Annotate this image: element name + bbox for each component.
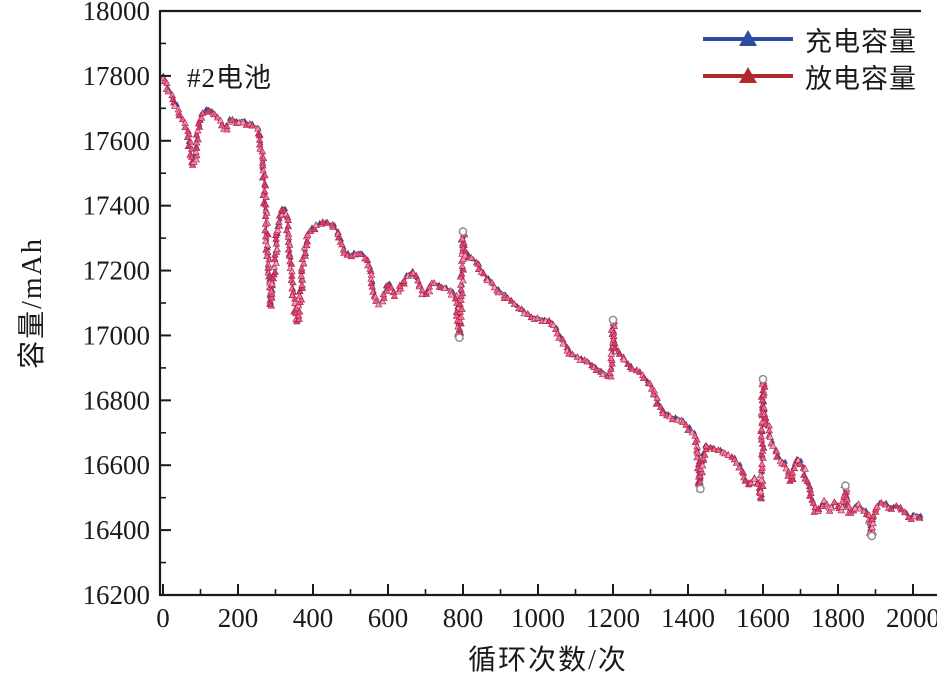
svg-text:16600: 16600 <box>83 450 151 480</box>
svg-text:16800: 16800 <box>83 385 151 415</box>
svg-text:1400: 1400 <box>661 603 715 633</box>
discharge-series-key-icon <box>703 67 793 83</box>
axis-ticks <box>160 10 914 596</box>
svg-text:1000: 1000 <box>511 603 565 633</box>
svg-text:17800: 17800 <box>83 61 151 91</box>
svg-text:1600: 1600 <box>736 603 790 633</box>
svg-text:0: 0 <box>156 603 170 633</box>
svg-text:17400: 17400 <box>83 191 151 221</box>
y-axis-title: 容量/mAh <box>17 237 48 369</box>
x-axis-title: 循环次数/次 <box>468 645 628 676</box>
svg-text:18000: 18000 <box>83 0 151 26</box>
battery-id-annotation: #2电池 <box>187 63 272 93</box>
svg-text:2000: 2000 <box>886 603 937 633</box>
legend-label-discharge: 放电容量 <box>805 63 917 94</box>
svg-text:16400: 16400 <box>83 515 151 545</box>
svg-text:1200: 1200 <box>586 603 640 633</box>
svg-text:17600: 17600 <box>83 126 151 156</box>
chart-legend: 充电容量 放电容量 <box>701 24 917 94</box>
legend-label-charge: 充电容量 <box>805 26 917 57</box>
charge-series-key-icon <box>703 30 793 46</box>
svg-text:600: 600 <box>368 603 409 633</box>
svg-text:400: 400 <box>293 603 334 633</box>
svg-text:16200: 16200 <box>83 580 151 610</box>
series-discharge-capacity <box>159 73 924 537</box>
svg-text:200: 200 <box>218 603 259 633</box>
legend-item-charge-capacity: 充电容量 <box>701 24 917 57</box>
legend-item-discharge-capacity: 放电容量 <box>701 61 917 94</box>
svg-text:1800: 1800 <box>811 603 865 633</box>
tick-labels: 0 200 400 600 800 1000 1200 1400 1600 1800 2000 162… <box>83 0 937 633</box>
outlier-markers <box>454 227 877 541</box>
svg-text:17200: 17200 <box>83 256 151 286</box>
svg-text:17000: 17000 <box>83 320 151 350</box>
series-charge-capacity <box>160 72 924 536</box>
svg-text:800: 800 <box>443 603 484 633</box>
